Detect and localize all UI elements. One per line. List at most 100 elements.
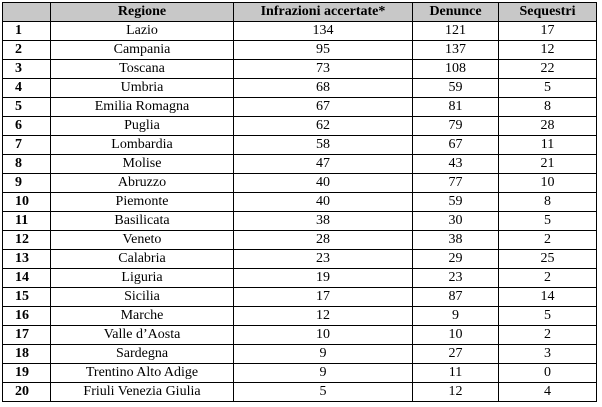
table-cell: 17 — [233, 287, 413, 307]
table-cell: 11 — [498, 135, 597, 155]
table-cell: 5 — [233, 382, 413, 402]
table-cell: 4 — [498, 382, 597, 402]
table-cell: 59 — [412, 78, 499, 98]
table-row: 8 Molise 47 43 21 — [2, 154, 597, 174]
table-cell: Piemonte — [50, 192, 234, 212]
table-row: 2 Campania 95 137 12 — [2, 40, 597, 60]
rank-cell: 5 — [2, 97, 51, 117]
table-row: 1 Lazio 134 121 17 — [2, 21, 597, 41]
table-cell: 8 — [498, 97, 597, 117]
table-cell: 68 — [233, 78, 413, 98]
table-cell: 79 — [412, 116, 499, 136]
table-cell: 87 — [412, 287, 499, 307]
table-row: 12 Veneto 28 38 2 — [2, 230, 597, 250]
header-cell: Regione — [50, 2, 234, 22]
table-cell: 30 — [412, 211, 499, 231]
table-cell: 11 — [412, 363, 499, 383]
rank-cell: 2 — [2, 40, 51, 60]
table-row: 9 Abruzzo 40 77 10 — [2, 173, 597, 193]
table-cell: 3 — [498, 344, 597, 364]
table-cell: 28 — [498, 116, 597, 136]
table-cell: 81 — [412, 97, 499, 117]
table-cell: 28 — [233, 230, 413, 250]
table-cell: Trentino Alto Adige — [50, 363, 234, 383]
table-cell: 19 — [233, 268, 413, 288]
table-cell: Abruzzo — [50, 173, 234, 193]
rank-cell: 10 — [2, 192, 51, 212]
table-cell: Calabria — [50, 249, 234, 269]
table-cell: 29 — [412, 249, 499, 269]
header-row: Regione Infrazioni accertate* Denunce Se… — [2, 2, 597, 22]
table-cell: Friuli Venezia Giulia — [50, 382, 234, 402]
table-row: 6 Puglia 62 79 28 — [2, 116, 597, 136]
table-cell: 5 — [498, 306, 597, 326]
table-row: 10 Piemonte 40 59 8 — [2, 192, 597, 212]
rank-cell: 14 — [2, 268, 51, 288]
table-cell: 2 — [498, 230, 597, 250]
table-row: 5 Emilia Romagna 67 81 8 — [2, 97, 597, 117]
table-row: 16 Marche 12 9 5 — [2, 306, 597, 326]
table-cell: 40 — [233, 192, 413, 212]
table-row: 15 Sicilia 17 87 14 — [2, 287, 597, 307]
table-cell: Sicilia — [50, 287, 234, 307]
table-cell: 67 — [412, 135, 499, 155]
table-cell: Emilia Romagna — [50, 97, 234, 117]
rank-cell: 19 — [2, 363, 51, 383]
table-cell: 108 — [412, 59, 499, 79]
table-cell: Campania — [50, 40, 234, 60]
rank-cell: 4 — [2, 78, 51, 98]
table-cell: Sardegna — [50, 344, 234, 364]
table-cell: 73 — [233, 59, 413, 79]
table-cell: 2 — [498, 268, 597, 288]
table-cell: 21 — [498, 154, 597, 174]
table-cell: 38 — [233, 211, 413, 231]
rank-cell: 3 — [2, 59, 51, 79]
table-cell: 5 — [498, 78, 597, 98]
rank-cell: 20 — [2, 382, 51, 402]
table-cell: 62 — [233, 116, 413, 136]
table-cell: 121 — [412, 21, 499, 41]
header-cell: Sequestri — [498, 2, 597, 22]
table-cell: 95 — [233, 40, 413, 60]
table-cell: 17 — [498, 21, 597, 41]
rank-cell: 11 — [2, 211, 51, 231]
table-cell: 23 — [412, 268, 499, 288]
table-cell: 134 — [233, 21, 413, 41]
table-row: 17 Valle d’Aosta 10 10 2 — [2, 325, 597, 345]
rank-cell: 16 — [2, 306, 51, 326]
header-cell: Infrazioni accertate* — [233, 2, 413, 22]
table-cell: Toscana — [50, 59, 234, 79]
table-cell: 14 — [498, 287, 597, 307]
rank-cell: 12 — [2, 230, 51, 250]
table-body: 1 Lazio 134 121 17 2 Campania 95 137 12 3 Toscana 73… — [2, 21, 597, 402]
header-cell: Denunce — [412, 2, 499, 22]
table-cell: Basilicata — [50, 211, 234, 231]
rank-cell: 8 — [2, 154, 51, 174]
data-table: Regione Infrazioni accertate* Denunce Se… — [2, 2, 597, 402]
table-cell: 9 — [233, 344, 413, 364]
table-cell: 25 — [498, 249, 597, 269]
table-row: 18 Sardegna 9 27 3 — [2, 344, 597, 364]
table-cell: 10 — [412, 325, 499, 345]
table-cell: 59 — [412, 192, 499, 212]
rank-cell: 6 — [2, 116, 51, 136]
table-row: 4 Umbria 68 59 5 — [2, 78, 597, 98]
table-cell: 58 — [233, 135, 413, 155]
table-cell: 77 — [412, 173, 499, 193]
table-cell: 38 — [412, 230, 499, 250]
table-row: 19 Trentino Alto Adige 9 11 0 — [2, 363, 597, 383]
table-cell: 10 — [233, 325, 413, 345]
table-cell: Valle d’Aosta — [50, 325, 234, 345]
table-cell: Lombardia — [50, 135, 234, 155]
rank-cell: 18 — [2, 344, 51, 364]
rank-cell: 13 — [2, 249, 51, 269]
table-cell: 47 — [233, 154, 413, 174]
table-cell: 0 — [498, 363, 597, 383]
table-header: Regione Infrazioni accertate* Denunce Se… — [2, 2, 597, 22]
rank-cell: 17 — [2, 325, 51, 345]
table-cell: 12 — [233, 306, 413, 326]
table-cell: 12 — [412, 382, 499, 402]
rank-cell: 7 — [2, 135, 51, 155]
table-cell: 67 — [233, 97, 413, 117]
table-cell: 9 — [412, 306, 499, 326]
